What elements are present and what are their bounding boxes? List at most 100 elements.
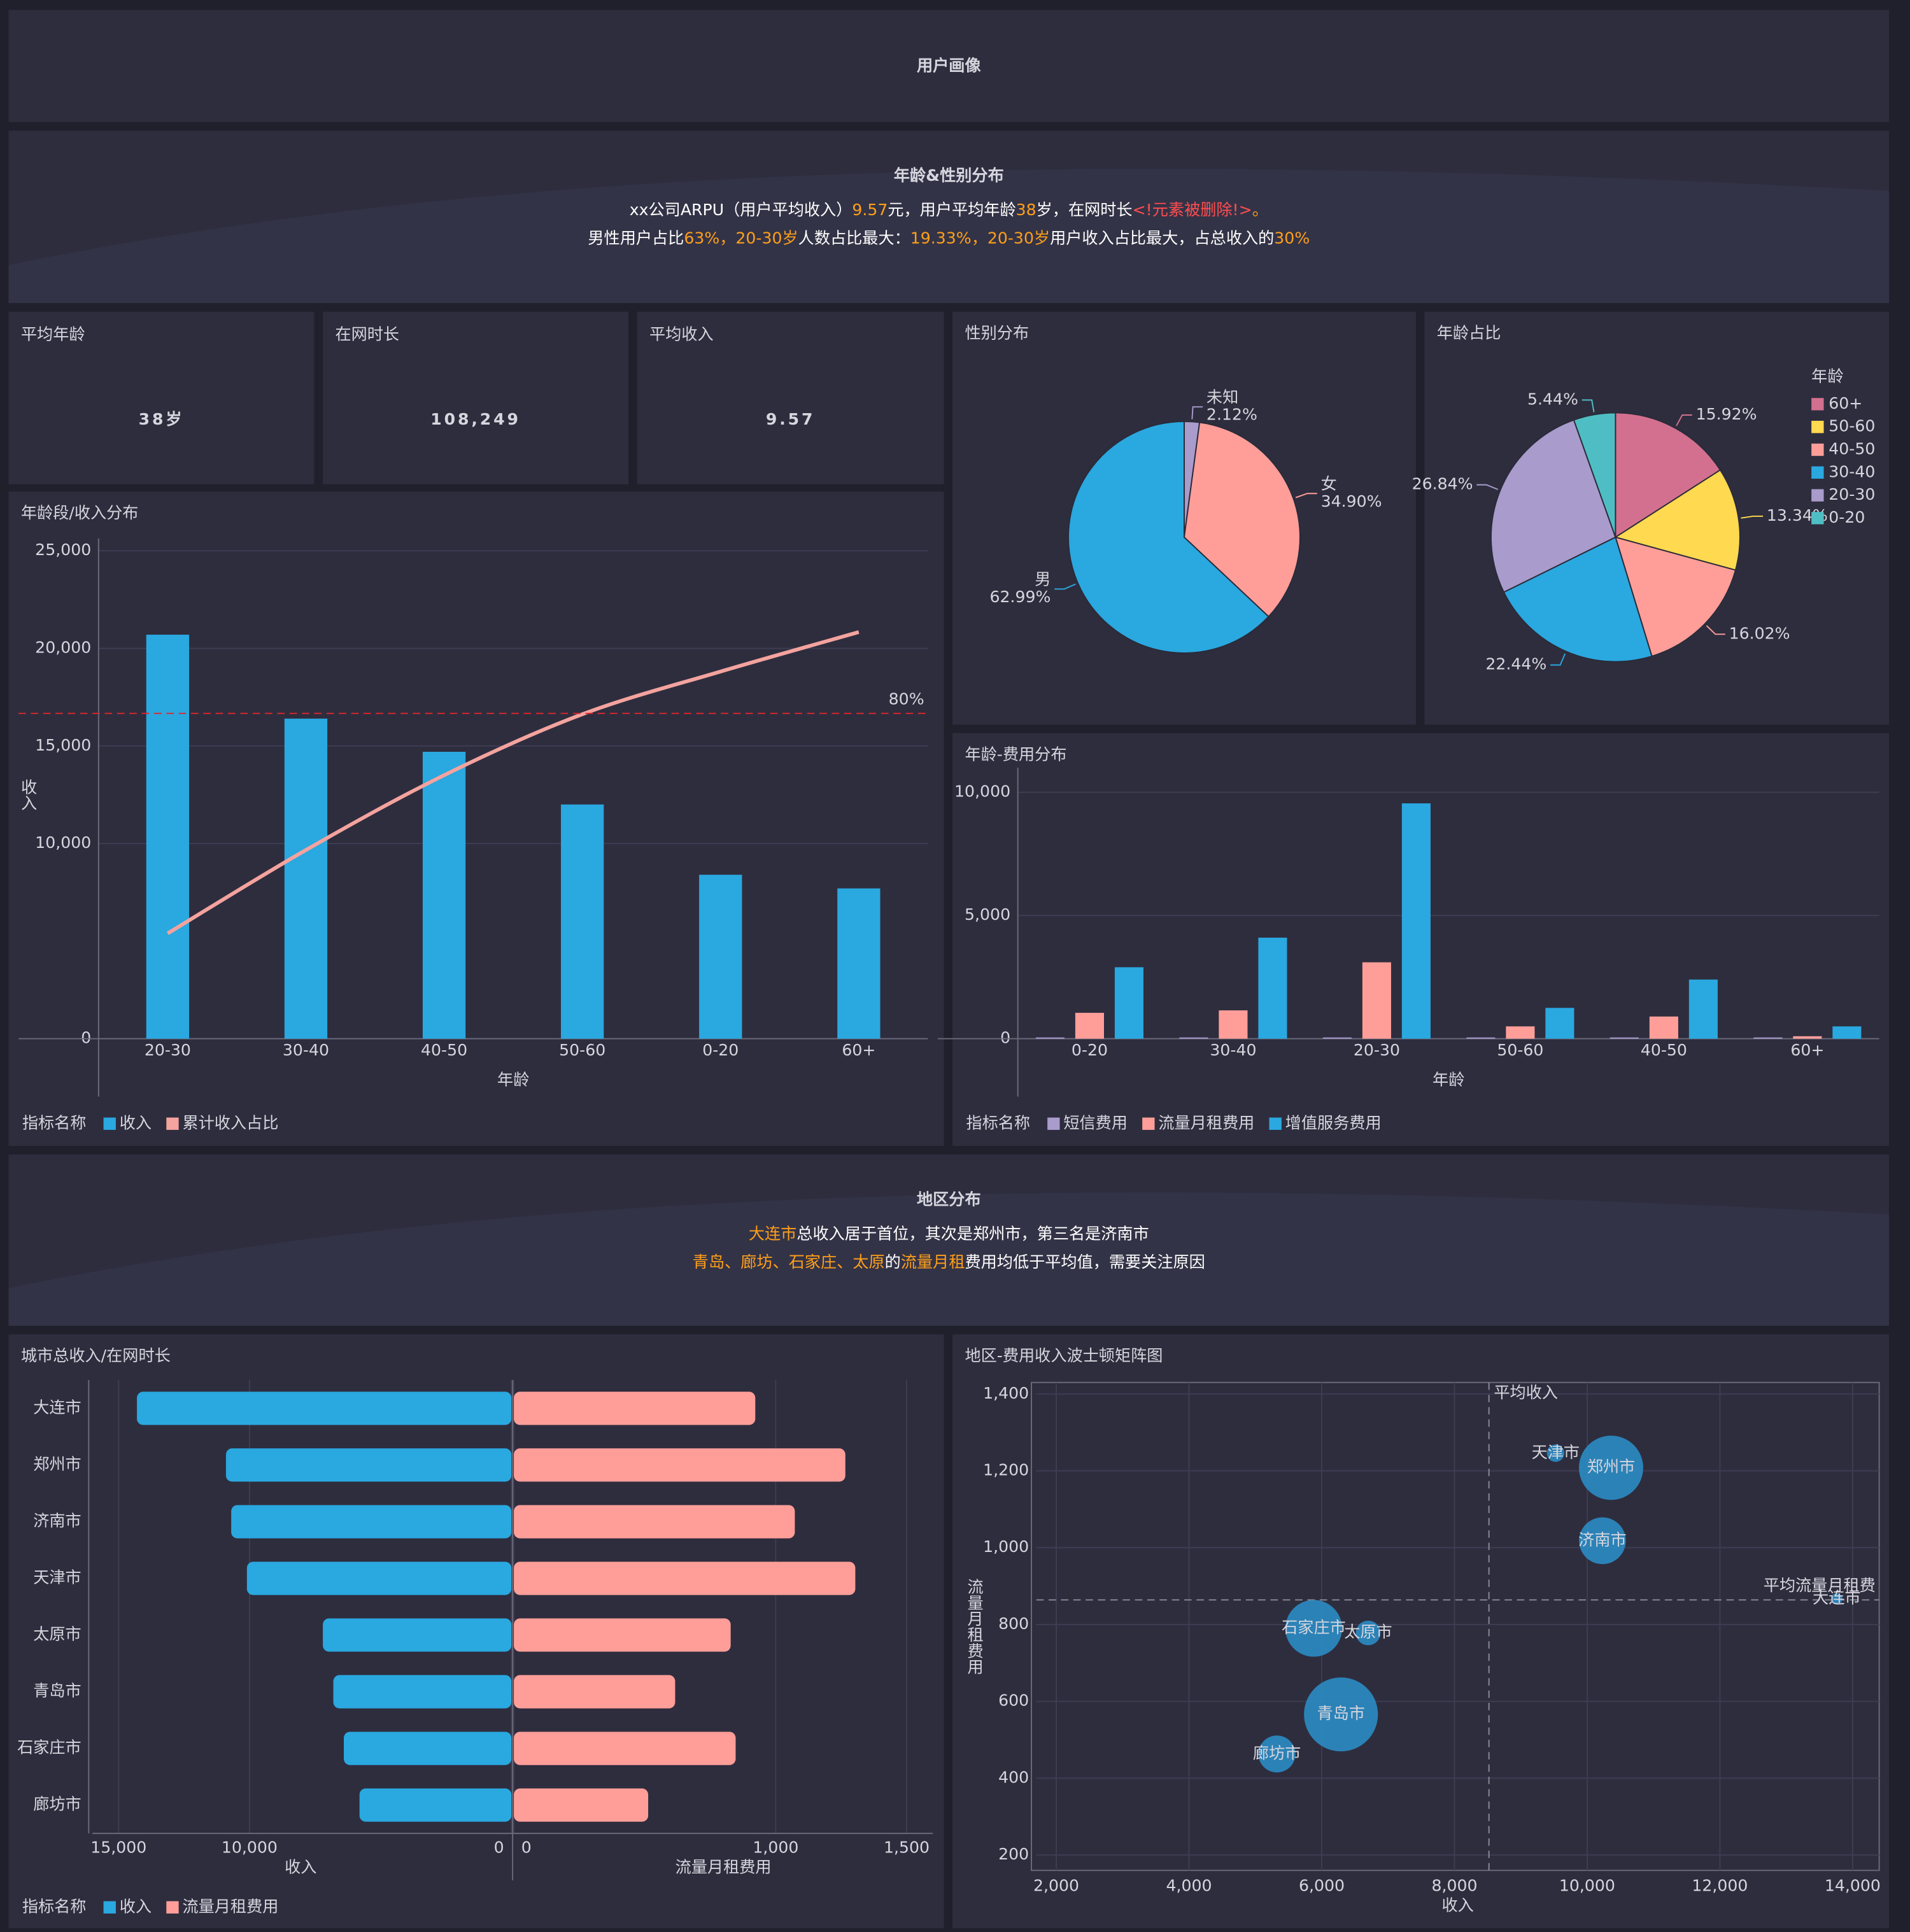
summary-segment: 人数占比最大： (798, 229, 910, 248)
y-tick-label: 大连市 (33, 1398, 81, 1416)
legend-swatch (166, 1901, 179, 1914)
line-series (166, 630, 860, 935)
x-tick-label: 1,500 (884, 1838, 930, 1856)
bar (1362, 962, 1391, 1039)
legend-title: 年龄 (1811, 367, 1843, 385)
section-title: 年龄&性别分布 (894, 166, 1004, 185)
legend-swatch (103, 1117, 116, 1130)
legend-title: 指标名称 (22, 1897, 87, 1915)
legend-swatch (1047, 1117, 1060, 1130)
y-tick-label: 200 (998, 1845, 1029, 1863)
reference-label: 平均流量月租费 (1764, 1576, 1876, 1595)
pie-slice (1490, 419, 1616, 593)
bubble-label: 天津市 (1532, 1443, 1580, 1462)
x-axis-label: 收入 (1442, 1896, 1474, 1914)
bar (246, 1562, 512, 1595)
bar (284, 718, 328, 1039)
x-tick-label: 0 (521, 1838, 532, 1856)
legend-label: 40-50 (1829, 439, 1875, 458)
legend-label: 60+ (1829, 394, 1862, 412)
legend-label: 短信费用 (1063, 1113, 1128, 1132)
page-title: 用户画像 (917, 57, 981, 75)
leader-line (1706, 625, 1725, 635)
bubble (1546, 1444, 1565, 1462)
summary-segment: 用户收入占比最大，占总收入的 (1050, 229, 1274, 248)
section-summary: 大连市总收入居于首位，其次是郑州市，第三名是济南市 (749, 1224, 1149, 1243)
x-tick-label: 10,000 (1559, 1876, 1615, 1894)
x2-axis-label: 流量月租费用 (676, 1858, 772, 1876)
legend-label: 收入 (120, 1897, 152, 1915)
pie-slice (1614, 469, 1741, 571)
x-axis-label: 年龄 (1432, 1071, 1464, 1089)
x-tick-label: 14,000 (1825, 1876, 1881, 1894)
pie-slice (1183, 421, 1301, 617)
bar (333, 1675, 512, 1709)
slice-name: 男 (1035, 570, 1050, 589)
bubble (1258, 1735, 1296, 1773)
y-tick-label: 1,000 (983, 1537, 1029, 1556)
x-tick-label: 12,000 (1692, 1876, 1748, 1894)
legend-label: 累计收入占比 (182, 1113, 278, 1132)
bar (1466, 1037, 1496, 1039)
slice-value-label: 26.84% (1412, 475, 1473, 493)
bar (146, 635, 190, 1039)
legend-swatch (1142, 1117, 1155, 1130)
bar (514, 1675, 676, 1709)
bar (837, 888, 881, 1039)
bar (514, 1392, 756, 1425)
kpi-label: 平均收入 (649, 325, 714, 343)
y-tick-label: 济南市 (33, 1511, 81, 1530)
legend-label: 20-30 (1829, 485, 1875, 504)
panel-title: 年龄-费用分布 (965, 745, 1066, 764)
summary-segment: 费用均低于平均值，需要关注原因 (965, 1253, 1205, 1271)
section-title: 地区分布 (917, 1190, 981, 1208)
bar (231, 1505, 512, 1539)
slice-name: 未知 (1206, 388, 1238, 407)
pie-slice (1614, 536, 1737, 658)
summary-segment: 63%，20-30岁 (684, 229, 798, 248)
x-tick-label: 60+ (1790, 1041, 1824, 1059)
summary-segment: 的 (885, 1253, 901, 1271)
bubble (1579, 1435, 1643, 1500)
bubble (1285, 1600, 1343, 1657)
summary-segment: 38 (1016, 201, 1036, 219)
kpi-value: 108,249 (430, 410, 521, 428)
summary-segment: 大连市 (749, 1224, 796, 1243)
bar (1793, 1036, 1822, 1039)
bar (699, 875, 742, 1039)
summary-segment: 元，用户平均年龄 (888, 201, 1015, 219)
plot-frame (1031, 1381, 1880, 1872)
y-axis-label: 流量月租费用 (965, 1578, 984, 1674)
summary-segment: 流量月租 (901, 1253, 965, 1271)
bar (1075, 1013, 1104, 1039)
summary-segment: 青岛、廊坊、石家庄、太原 (693, 1253, 885, 1271)
bar (514, 1788, 649, 1822)
x-tick-label: 4,000 (1166, 1876, 1212, 1894)
bar (1609, 1037, 1639, 1039)
y-tick-label: 1,200 (983, 1461, 1029, 1479)
bar (344, 1731, 512, 1765)
bar (514, 1448, 845, 1482)
legend-label: 流量月租费用 (1158, 1113, 1254, 1132)
bar (1219, 1010, 1248, 1039)
y-tick-label: 1,400 (983, 1384, 1029, 1402)
bubble-label: 太原市 (1344, 1623, 1392, 1641)
panel-title: 性别分布 (965, 324, 1029, 342)
x-tick-label: 2,000 (1033, 1876, 1079, 1894)
legend-label: 50-60 (1829, 417, 1875, 435)
y-tick-label: 25,000 (35, 540, 91, 559)
reference-label: 平均收入 (1494, 1383, 1558, 1402)
x-tick-label: 30-40 (283, 1041, 329, 1059)
x-tick-label: 60+ (842, 1041, 875, 1059)
legend-title: 指标名称 (966, 1113, 1030, 1132)
legend-label: 30-40 (1829, 462, 1875, 481)
bubble-label: 济南市 (1578, 1530, 1626, 1549)
summary-segment: xx公司ARPU（用户平均收入） (630, 201, 852, 219)
y-tick-label: 青岛市 (33, 1682, 81, 1700)
bar (1179, 1037, 1208, 1039)
pie-slice (1068, 421, 1270, 654)
section-summary: 男性用户占比63%，20-30岁人数占比最大：19.33%，20-30岁用户收入… (588, 229, 1310, 248)
y-axis-label: 收入 (19, 779, 38, 810)
pie-slice (1503, 536, 1653, 663)
x-tick-label: 15,000 (90, 1838, 146, 1856)
